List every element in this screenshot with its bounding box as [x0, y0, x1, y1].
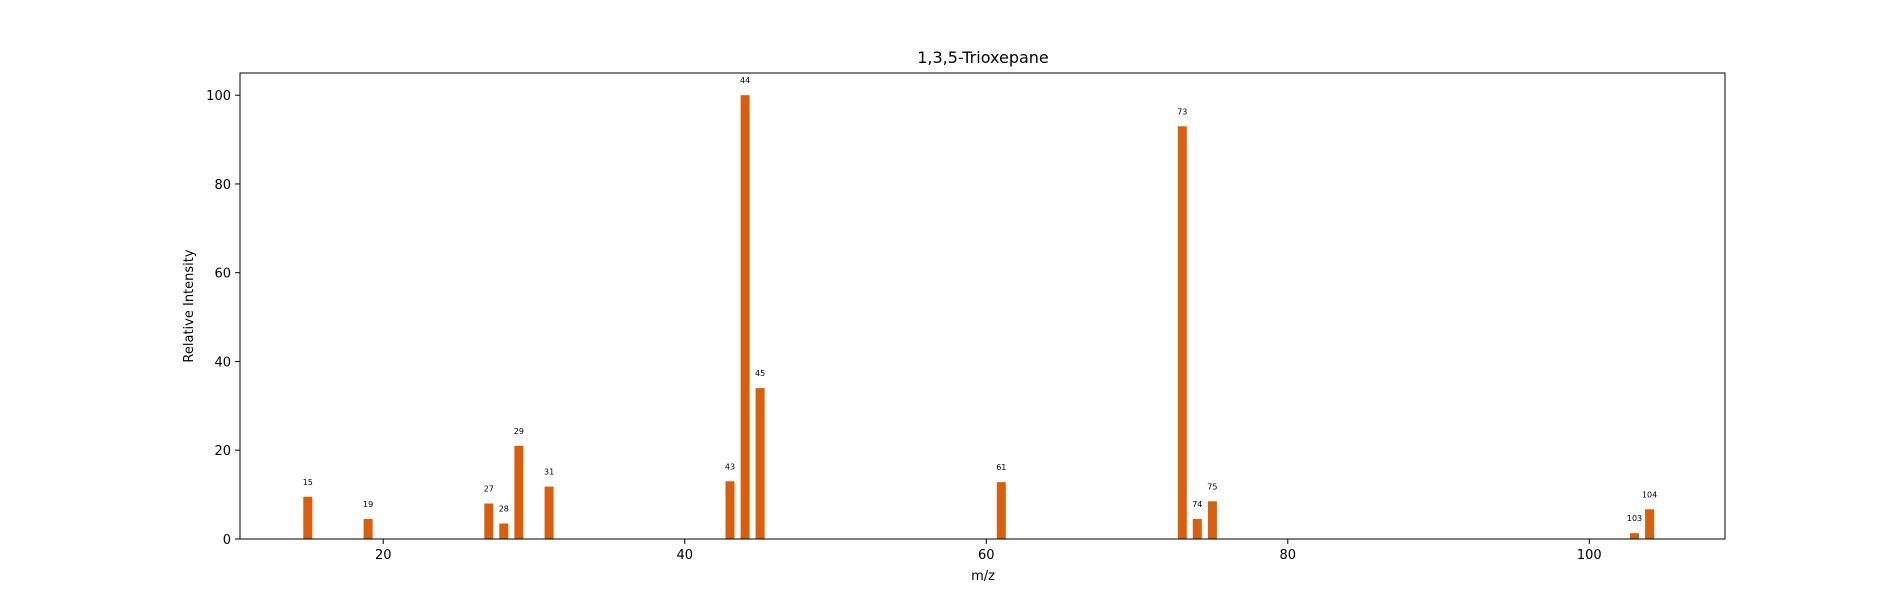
x-tick-label-60: 60 [978, 548, 995, 563]
bar-label-mz-43: 43 [725, 462, 735, 471]
x-axis-label: m/z [971, 569, 995, 584]
x-axis-ticks: 20 40 60 80 100 [375, 539, 1602, 563]
bar-label-mz-44: 44 [740, 76, 750, 85]
bar-label-mz-104: 104 [1642, 490, 1657, 499]
y-tick-label-20: 20 [214, 444, 231, 459]
bar-label-mz-103: 103 [1627, 514, 1642, 523]
chart-title: 1,3,5-Trioxepane [917, 48, 1049, 67]
bar-mz-45 [755, 388, 765, 539]
x-tick-label-80: 80 [1280, 548, 1297, 563]
bar-mz-73 [1177, 126, 1187, 540]
bar-mz-31 [544, 486, 554, 539]
y-tick-label-100: 100 [206, 89, 231, 104]
x-tick-label-100: 100 [1577, 548, 1602, 563]
bar-label-mz-19: 19 [363, 500, 373, 509]
y-tick-label-80: 80 [214, 178, 231, 193]
bar-label-mz-74: 74 [1192, 500, 1202, 509]
bar-mz-43 [725, 481, 735, 539]
bar-mz-103 [1630, 533, 1639, 539]
bar-label-mz-15: 15 [303, 478, 313, 487]
bar-mz-104 [1645, 509, 1655, 539]
bar-label-mz-45: 45 [755, 369, 765, 378]
x-tick-label-40: 40 [676, 548, 693, 563]
bar-label-mz-73: 73 [1177, 107, 1187, 116]
y-axis-label: Relative Intensity [182, 249, 197, 362]
bar-label-mz-31: 31 [544, 468, 554, 477]
y-tick-label-0: 0 [223, 533, 231, 548]
bar-mz-19 [363, 519, 373, 539]
bar-mz-29 [514, 445, 524, 539]
bar-mz-27 [484, 503, 494, 539]
bar-label-mz-29: 29 [514, 427, 524, 436]
x-tick-label-20: 20 [375, 548, 392, 563]
bars-group [303, 95, 1655, 540]
y-axis-ticks: 0 20 40 60 80 100 [206, 89, 240, 548]
bar-mz-28 [499, 523, 509, 539]
plot-frame [239, 72, 1726, 540]
bar-mz-15 [303, 496, 313, 539]
y-tick-label-60: 60 [214, 267, 231, 282]
bar-mz-74 [1192, 519, 1202, 539]
bar-label-mz-61: 61 [996, 463, 1006, 472]
bar-labels-group: 15 19 27 28 29 31 43 44 45 61 73 74 75 103 104 [303, 76, 1658, 523]
bar-mz-61 [996, 482, 1006, 539]
bar-label-mz-75: 75 [1207, 482, 1217, 491]
bar-label-mz-28: 28 [499, 505, 509, 514]
bar-mz-44 [740, 95, 750, 539]
bar-label-mz-27: 27 [484, 485, 494, 494]
bar-mz-75 [1207, 501, 1217, 539]
y-tick-label-40: 40 [214, 355, 231, 370]
